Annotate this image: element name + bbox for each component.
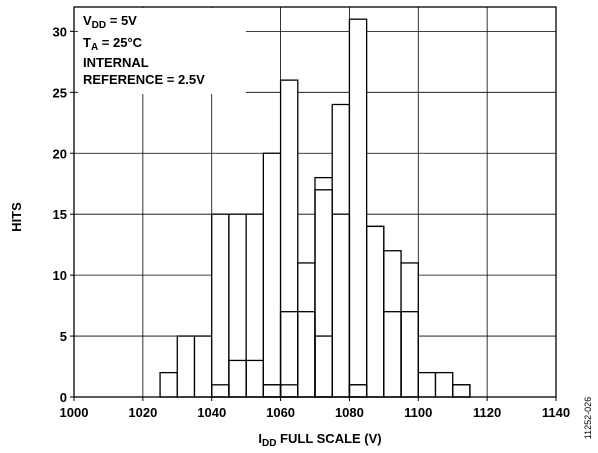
histogram-bar — [159, 371, 178, 398]
x-tick-label: 1140 — [542, 405, 570, 420]
x-axis-ticks: 1000 1020 1040 1060 1080 1100 1120 1140 — [60, 397, 570, 420]
x-tick-label: 1060 — [266, 405, 295, 420]
histogram-bar — [245, 213, 265, 398]
y-tick-label: 15 — [53, 207, 67, 222]
histogram-bars — [159, 18, 471, 398]
histogram-bar — [176, 335, 196, 398]
histogram-bar — [193, 335, 213, 398]
histogram-bar — [297, 262, 316, 398]
histogram-bar — [434, 371, 454, 398]
annotation-internal: INTERNAL — [83, 55, 149, 70]
histogram-bar — [383, 250, 402, 398]
y-tick-label: 10 — [53, 268, 67, 283]
x-axis-label: IDD FULL SCALE (V) — [258, 431, 381, 449]
histogram-bar — [348, 18, 368, 398]
x-tick-label: 1040 — [197, 405, 226, 420]
histogram-bar — [279, 79, 299, 398]
y-tick-label: 30 — [53, 24, 67, 39]
annotation-background — [78, 8, 246, 94]
x-tick-label: 1080 — [335, 405, 364, 420]
histogram-bar — [417, 371, 437, 398]
histogram-bar — [400, 262, 419, 398]
plot-frame — [73, 6, 557, 398]
y-tick-label: 20 — [53, 146, 67, 161]
y-tick-label: 25 — [53, 85, 67, 100]
histogram-bar — [262, 152, 282, 398]
x-tick-label: 1020 — [128, 405, 157, 420]
histogram-bar — [228, 213, 247, 398]
y-axis-label: HITS — [9, 202, 24, 232]
annotation-ta: TA = 25°C — [83, 35, 143, 53]
histogram-bar — [331, 103, 351, 398]
figure-id: 11252-026 — [583, 397, 593, 439]
x-tick-label: 1000 — [60, 405, 89, 420]
y-tick-label: 5 — [60, 329, 67, 344]
annotation-vdd: VDD = 5V — [83, 13, 137, 31]
x-tick-label: 1100 — [404, 405, 432, 420]
y-tick-label: 0 — [60, 390, 67, 405]
histogram-bar — [211, 213, 230, 398]
histogram-bar — [365, 225, 385, 398]
annotation-reference: REFERENCE = 2.5V — [83, 72, 205, 87]
x-tick-label: 1120 — [473, 405, 501, 420]
histogram-bar — [452, 384, 471, 398]
y-axis-ticks: 0 5 10 15 20 25 30 — [53, 24, 74, 405]
histogram-bar — [314, 176, 333, 398]
